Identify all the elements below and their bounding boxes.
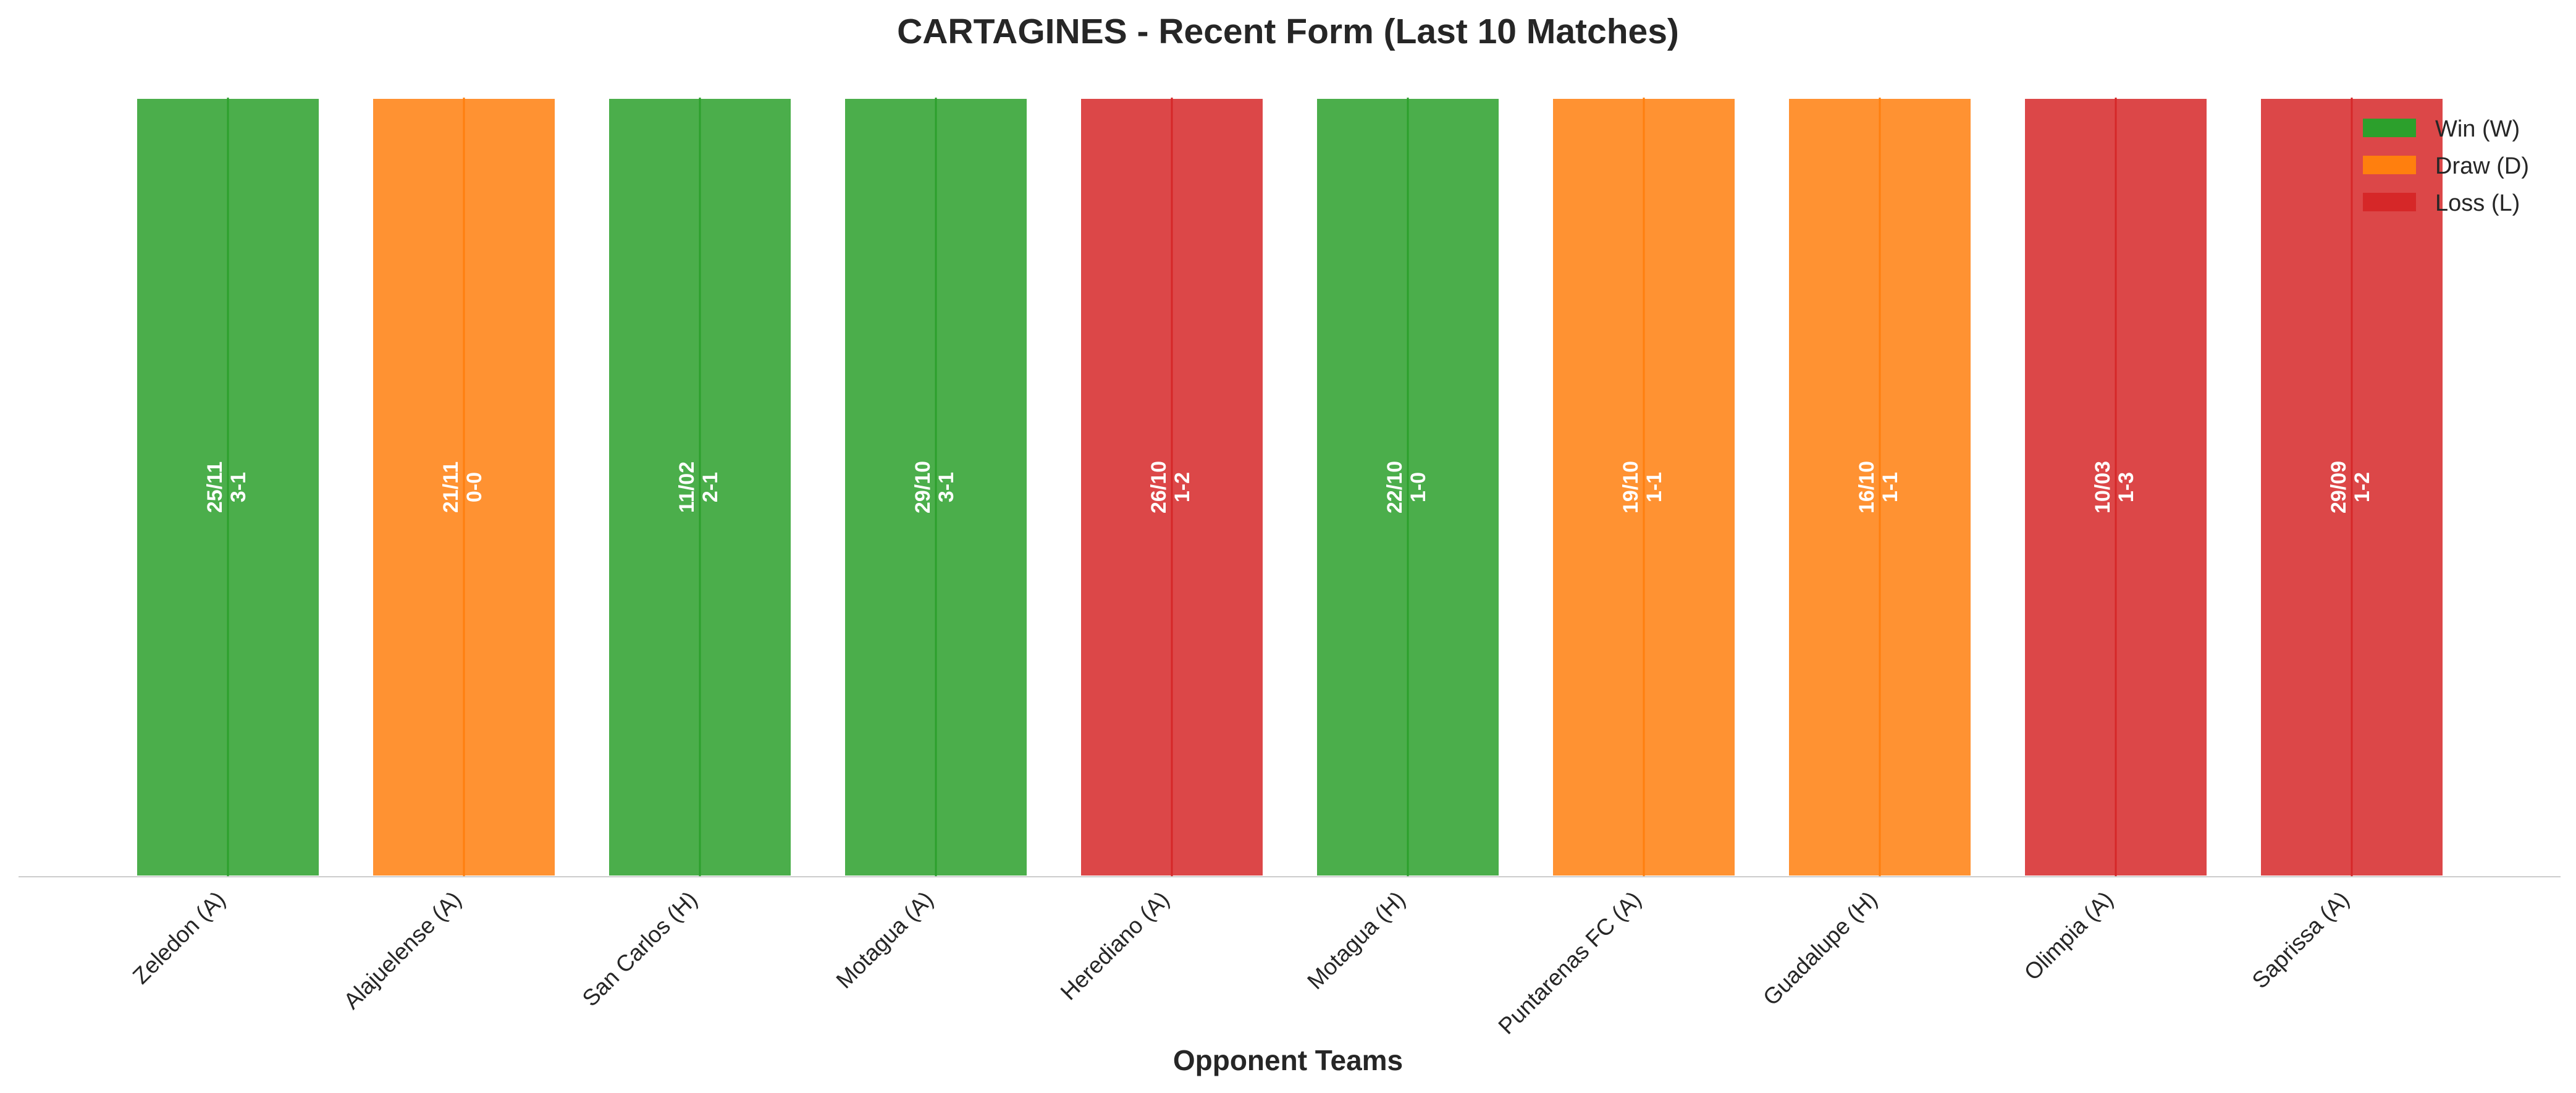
bar-label-2: 21/110-0 (439, 462, 486, 513)
bar-score: 3-1 (227, 472, 250, 502)
bar-date: 29/10 (911, 461, 935, 513)
legend-label-d: Draw (D) (2435, 153, 2529, 179)
legend-swatch-l (2363, 193, 2416, 211)
bar-label-5: 26/101-2 (1147, 461, 1194, 513)
bar-score: 2-1 (699, 472, 722, 502)
bar-score: 1-1 (1643, 472, 1666, 502)
x-tick-label-1: Zeledon (A) (128, 887, 230, 989)
bar-label-7: 19/101-1 (1619, 461, 1666, 513)
bar-label-6: 22/101-0 (1383, 461, 1430, 513)
x-tick-label-7: Puntarenas FC (A) (1494, 887, 1646, 1039)
x-tick-label-5: Herediano (A) (1056, 887, 1174, 1005)
bar-date: 10/03 (2091, 461, 2115, 513)
x-tick-label-9: Olimpia (A) (2019, 887, 2118, 985)
x-tick-label-4: Motagua (A) (831, 887, 938, 994)
bars-group: 25/113-1 21/110-0 11/022-1 29/103-1 26/101-2… (135, 96, 2445, 878)
x-tick-label-10: Saprissa (A) (2247, 887, 2354, 994)
bar-label-1: 25/113-1 (203, 462, 250, 513)
bar-score: 1-2 (1171, 472, 1194, 502)
bar-score: 1-2 (2351, 472, 2374, 502)
bar-date: 25/11 (203, 462, 227, 513)
x-tick-labels: Zeledon (A) Alajuelense (A) San Carlos (H)… (128, 887, 2354, 1039)
bar-label-10: 29/091-2 (2327, 461, 2374, 513)
bar-label-4: 29/103-1 (911, 461, 958, 513)
bar-score: 0-0 (463, 472, 486, 502)
legend-label-w: Win (W) (2435, 116, 2520, 142)
chart-title: CARTAGINES - Recent Form (Last 10 Matche… (897, 12, 1679, 51)
legend-swatch-w (2363, 119, 2416, 137)
bar-label-8: 16/101-1 (1855, 461, 1902, 513)
bar-label-3: 11/022-1 (675, 462, 722, 513)
bar-score: 3-1 (935, 472, 958, 502)
bar-date: 16/10 (1855, 461, 1879, 513)
bar-date: 19/10 (1619, 461, 1643, 513)
bar-date: 21/11 (439, 462, 463, 513)
bar-date: 26/10 (1147, 461, 1171, 513)
legend-swatch-d (2363, 156, 2416, 174)
bar-score: 1-3 (2115, 472, 2138, 502)
bar-date: 22/10 (1383, 461, 1407, 513)
legend: Win (W) Draw (D) Loss (L) (2363, 116, 2529, 216)
legend-label-l: Loss (L) (2435, 190, 2520, 216)
bar-score: 1-1 (1879, 472, 1902, 502)
x-tick-label-8: Guadalupe (H) (1758, 887, 1882, 1011)
x-tick-label-3: San Carlos (H) (578, 887, 702, 1011)
x-axis-label: Opponent Teams (1173, 1044, 1403, 1076)
bar-date: 29/09 (2327, 461, 2351, 513)
bar-label-9: 10/031-3 (2091, 461, 2138, 513)
bar-date: 11/02 (675, 462, 699, 513)
x-tick-label-6: Motagua (H) (1302, 887, 1410, 994)
bar-score: 1-0 (1407, 472, 1430, 502)
x-tick-label-2: Alajuelense (A) (339, 887, 466, 1014)
